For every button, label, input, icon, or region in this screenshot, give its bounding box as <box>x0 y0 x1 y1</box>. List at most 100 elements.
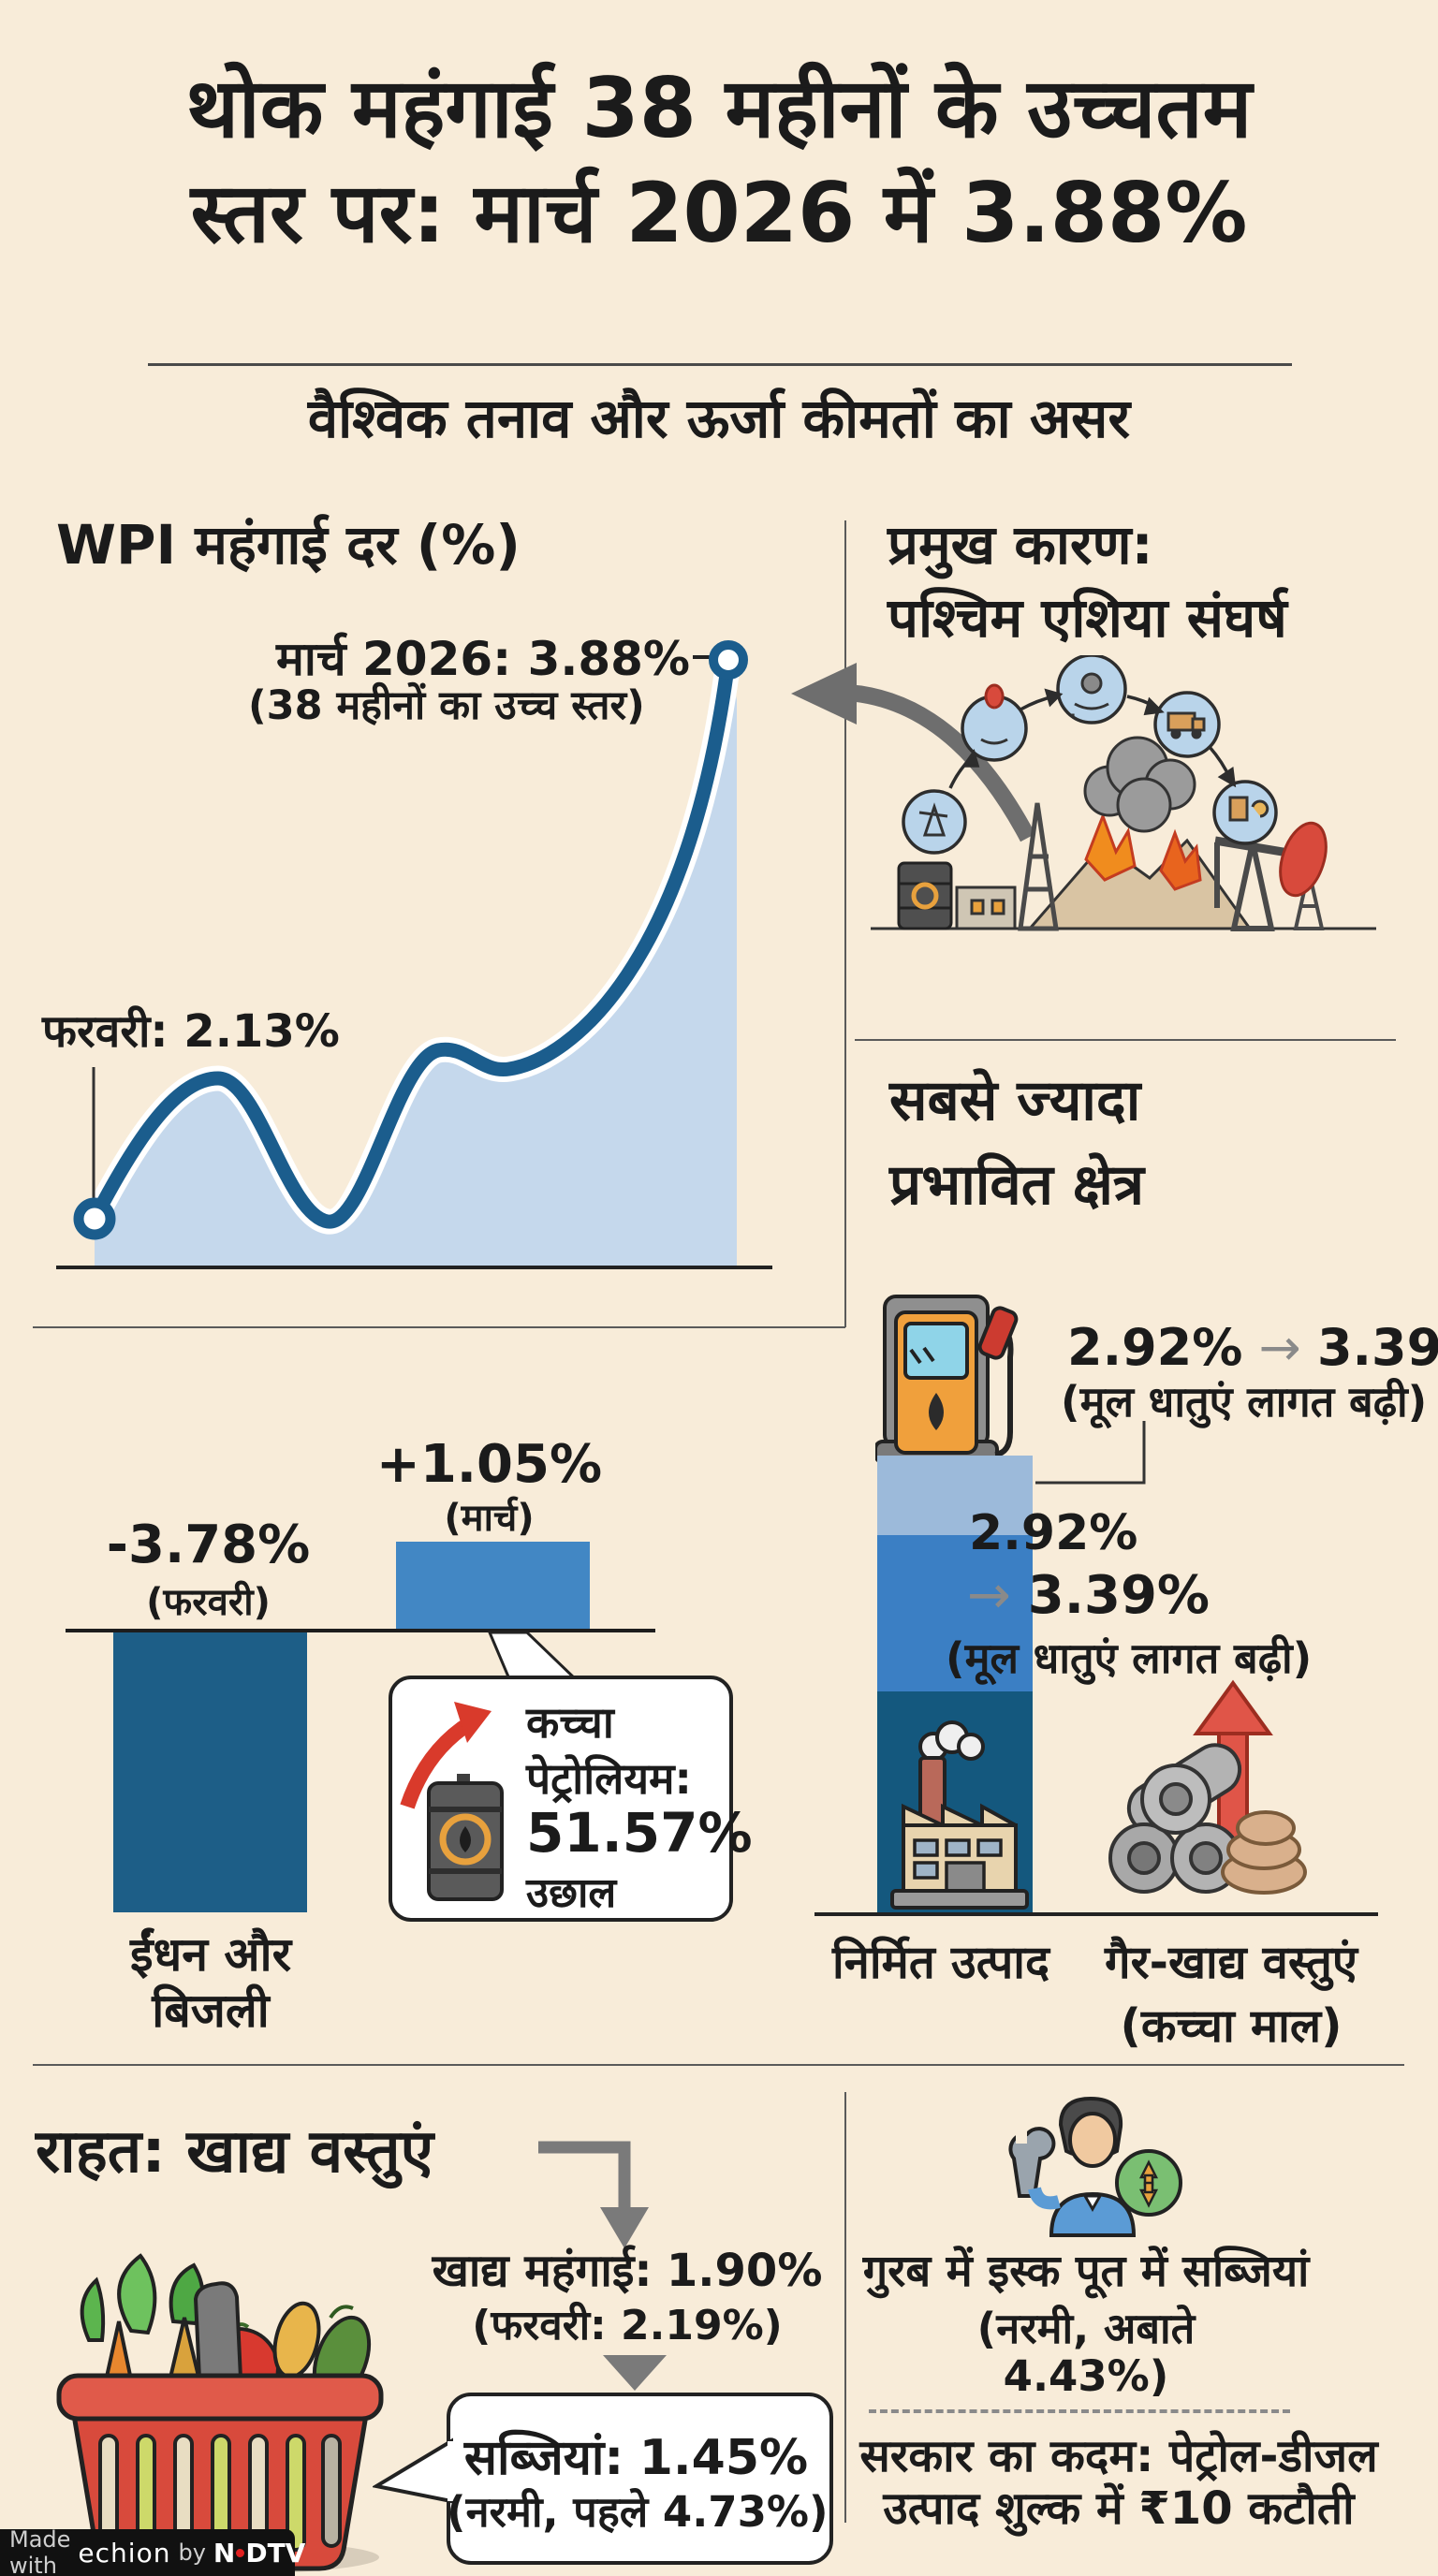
wpi-x-axis <box>56 1266 772 1269</box>
bar-axis <box>66 1629 655 1632</box>
start-marker <box>73 1197 116 1240</box>
sectors-heading-line1: सबसे ज्यादा <box>889 1068 1141 1134</box>
page-subtitle: वैश्विक तनाव और ऊर्जा कीमतों का असर <box>307 387 1131 450</box>
fuel-pump-icon <box>875 1295 1019 1464</box>
factory-icon <box>890 1720 1029 1910</box>
surge-arrow-icon <box>400 1702 492 1809</box>
footer-by: by <box>178 2539 206 2566</box>
mfg-arrow-icon: → <box>967 1565 1011 1626</box>
mfg-to-value: 3.39% <box>1027 1565 1211 1626</box>
fuel-to-value: 3.39% <box>1316 1318 1438 1377</box>
peak-note: (38 महीनों का उच्च स्तर) <box>248 682 645 729</box>
fire2-icon <box>1159 828 1202 891</box>
veg-value: 1.45% <box>638 2430 809 2486</box>
govt-action-line1: सरकार का कदम: पेट्रोल-डीजल <box>859 2430 1378 2482</box>
manufactured-bar-light <box>877 1456 1033 1535</box>
page-title-line1: थोक महंगाई 38 महीनों के उच्चतम <box>185 60 1253 156</box>
negative-bar <box>113 1632 307 1912</box>
mechanic-icon <box>1008 2097 1182 2237</box>
title-divider <box>148 363 1292 366</box>
barrel-icon <box>427 1774 504 1901</box>
chain-arrow-icons <box>948 688 1237 789</box>
relief-heading: राहत: खाद्य वस्तुएं <box>36 2117 433 2187</box>
mfg-note: (मूल धातुएं लागत बढ़ी) <box>946 1633 1313 1683</box>
ndtv-logo: N DTV <box>213 2538 305 2569</box>
veg-transport-line1: गुरब में इस्क पूत में सब्जियां <box>862 2246 1310 2297</box>
fuel-sector-note: (मूल धातुएं लागत बढ़ी) <box>1061 1377 1428 1427</box>
food-down-arrow-icon <box>603 2355 667 2391</box>
callout-line2: पेट्रोलियम: <box>526 1753 692 1804</box>
veg-transport-line2: (नरमी, अबाते <box>976 2304 1196 2353</box>
veg-transport-line3: 4.43%) <box>1003 2351 1169 2401</box>
peak-marker <box>709 640 748 680</box>
veg-bubble <box>447 2393 833 2565</box>
veg-bubble-tail <box>373 2437 453 2504</box>
footer-made-with: Made with <box>9 2526 71 2576</box>
sectors-baseline <box>814 1912 1378 1916</box>
feb-value: -3.78% <box>106 1515 311 1575</box>
wrench-icon <box>1008 2127 1056 2198</box>
mfg-from-value: 2.92% <box>969 1505 1138 1561</box>
causes-heading-line2: पश्चिम एशिया संघर्ष <box>888 586 1287 650</box>
west-asia-conflict-illustration <box>871 655 1376 931</box>
mfg-to-row: → 3.39% <box>967 1565 1210 1626</box>
peak-label: मार्च 2026: 3.88% <box>276 632 691 686</box>
food-label: खाद्य महंगाई: <box>432 2245 653 2297</box>
fuel-sector-values: 2.92% → 3.39% <box>1067 1318 1438 1377</box>
oil-barrel-icon <box>897 861 953 930</box>
start-label: फरवरी: 2.13% <box>42 1005 340 1058</box>
manufactured-label: निर्मित उत्पाद <box>831 1936 1050 1989</box>
nonfood-label-line2: (कच्चा माल) <box>1120 1999 1343 2053</box>
callout-value: 51.57% <box>526 1801 753 1865</box>
column-divider <box>844 520 846 1327</box>
smoke-cloud <box>1083 736 1196 833</box>
fire-icon <box>1084 812 1137 882</box>
veg-prev: (नरमी, पहले 4.73%) <box>447 2487 829 2537</box>
bottom-column-divider <box>844 2092 846 2523</box>
bottom-section-divider <box>33 2064 1404 2066</box>
fuel-from-value: 2.92% <box>1067 1318 1243 1377</box>
wpi-line-chart <box>73 640 748 1266</box>
nonfood-label-line1: गैर-खाद्य वस्तुएं <box>1105 1936 1357 1989</box>
label-connector <box>1035 1421 1146 1485</box>
raw-materials-icon <box>1108 1679 1307 1895</box>
mar-label: (मार्च) <box>444 1497 535 1540</box>
ndtv-logo-dtv: DTV <box>245 2537 306 2569</box>
footer-bar: Made with echion by N DTV <box>0 2526 305 2576</box>
causes-heading-line1: प्रमुख कारण: <box>888 513 1153 577</box>
relief-elbow-arrow-icon <box>538 2141 649 2248</box>
feb-label: (फरवरी) <box>146 1581 271 1624</box>
cause-arrow-icon <box>791 663 1035 842</box>
food-value: 1.90% <box>666 2245 823 2297</box>
dashed-divider <box>869 2409 1290 2413</box>
page-title: थोक महंगाई 38 महीनों के उच्चतम स्तर पर: … <box>0 56 1438 266</box>
fuel-axis-label-line2: बिजली <box>152 1983 270 2038</box>
wpi-line <box>87 653 736 1229</box>
food-inflation-line: खाद्य महंगाई: 1.90% <box>421 2239 833 2300</box>
left-section-divider <box>33 1326 845 1328</box>
pump-circle-icon <box>902 789 967 855</box>
refinery-buildings <box>955 886 1017 930</box>
govt-action-line2: उत्पाद शुल्क में ₹10 कटौती <box>883 2482 1355 2535</box>
vegetable-basket-icon <box>56 2253 384 2574</box>
veg-line: सब्जियां: 1.45% <box>447 2422 826 2489</box>
mar-value: +1.05% <box>375 1434 603 1495</box>
echion-logo: echion <box>78 2537 171 2569</box>
derrick2-icon <box>1293 870 1325 930</box>
veg-label: सब्जियां: <box>463 2430 624 2486</box>
manufactured-bar-mid <box>877 1535 1033 1691</box>
callout-line4: उछाल <box>526 1869 617 1917</box>
derrick-icon <box>1018 802 1059 931</box>
causes-bottom-divider <box>855 1039 1396 1041</box>
food-prev: (फरवरी: 2.19%) <box>472 2302 783 2349</box>
pumpjack-icon <box>1214 821 1328 931</box>
fuel-arrow-icon: → <box>1258 1318 1301 1377</box>
positive-bar <box>396 1542 590 1631</box>
wpi-chart-title: WPI महंगाई दर (%) <box>56 513 521 577</box>
fuel-axis-label-line1: ईंधन और <box>129 1927 292 1982</box>
sectors-heading-line2: प्रभावित क्षेत्र <box>889 1152 1144 1218</box>
ndtv-red-dot-icon <box>236 2548 245 2557</box>
page-title-line2: स्तर पर: मार्च 2026 में 3.88% <box>190 164 1248 261</box>
callout-line1: कच्चा <box>526 1697 614 1748</box>
